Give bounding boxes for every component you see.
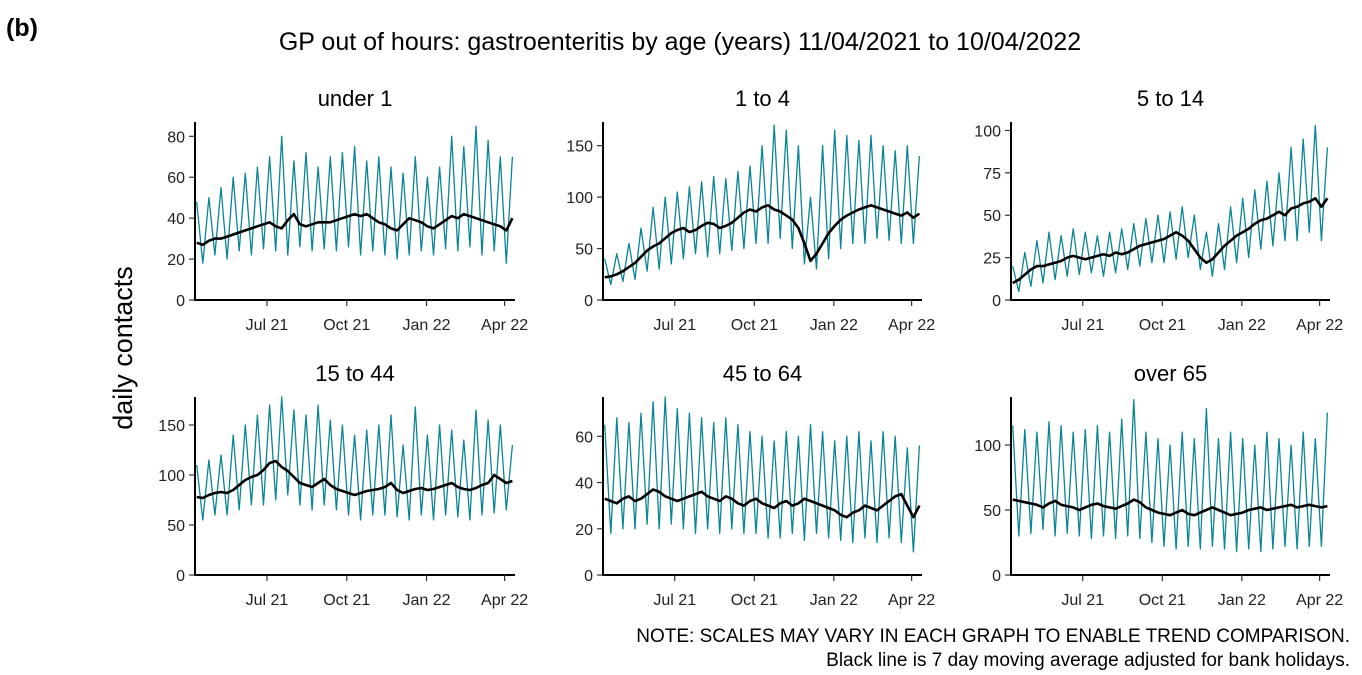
daily-line bbox=[604, 396, 921, 553]
x-tick-label: Jul 21 bbox=[246, 592, 289, 609]
x-tick-label: Jan 22 bbox=[810, 592, 858, 609]
y-tick-label: 50 bbox=[167, 518, 185, 535]
y-tick-label: 60 bbox=[575, 429, 593, 446]
x-tick-label: Jan 22 bbox=[1218, 592, 1266, 609]
x-tick-label: Oct 21 bbox=[323, 317, 370, 334]
note: NOTE: SCALES MAY VARY IN EACH GRAPH TO E… bbox=[636, 626, 1350, 647]
y-tick-label: 20 bbox=[575, 522, 593, 539]
x-tick-label: Jan 22 bbox=[810, 317, 858, 334]
x-tick-label: Jan 22 bbox=[1218, 317, 1266, 334]
average-line bbox=[604, 204, 921, 279]
average-line bbox=[196, 212, 514, 247]
panel: under 1 0 20 40 60 80 Jul 21 Oct 21 Jan 22 Apr 22 bbox=[167, 86, 528, 334]
y-tick-label: 0 bbox=[584, 293, 593, 310]
x-tick-label: Oct 21 bbox=[323, 592, 370, 609]
x-tick-label: Apr 22 bbox=[888, 592, 935, 609]
x-tick-label: Jan 22 bbox=[403, 592, 451, 609]
panel: 15 to 44 0 50 100 150 Jul 21 Oct 21 Jan 22 Apr 2… bbox=[158, 361, 528, 609]
y-tick-label: 75 bbox=[983, 166, 1001, 183]
panel-title: 15 to 44 bbox=[315, 361, 395, 386]
x-tick-label: Apr 22 bbox=[481, 317, 528, 334]
x-tick-label: Oct 21 bbox=[731, 592, 778, 609]
panel: 5 to 14 0 25 50 75 100 Jul 21 Oct 21 Jan 22 Apr 2… bbox=[974, 86, 1343, 334]
x-tick-label: Apr 22 bbox=[1296, 317, 1343, 334]
x-tick-label: Oct 21 bbox=[1139, 317, 1186, 334]
x-tick-label: Apr 22 bbox=[481, 592, 528, 609]
daily-line bbox=[1012, 398, 1329, 553]
average-line bbox=[1012, 498, 1328, 517]
panel-title: under 1 bbox=[318, 86, 393, 111]
y-tick-label: 150 bbox=[158, 418, 185, 435]
x-tick-label: Jul 21 bbox=[653, 317, 696, 334]
x-tick-label: Jul 21 bbox=[1061, 592, 1104, 609]
x-tick-label: Apr 22 bbox=[1296, 592, 1343, 609]
y-tick-label: 150 bbox=[566, 139, 593, 156]
panel-title: 45 to 64 bbox=[723, 361, 803, 386]
y-tick-label: 25 bbox=[983, 251, 1001, 268]
daily-line bbox=[1012, 124, 1329, 293]
y-tick-label: 50 bbox=[983, 208, 1001, 225]
x-tick-label: Oct 21 bbox=[731, 317, 778, 334]
daily-line bbox=[196, 396, 514, 521]
y-tick-label: 100 bbox=[566, 190, 593, 207]
x-tick-label: Oct 21 bbox=[1139, 592, 1186, 609]
x-tick-label: Jul 21 bbox=[653, 592, 696, 609]
panel: 45 to 64 0 20 40 60 Jul 21 Oct 21 Jan 22 Apr 22 bbox=[575, 361, 935, 609]
y-tick-label: 80 bbox=[167, 129, 185, 146]
x-tick-label: Jul 21 bbox=[1061, 317, 1104, 334]
y-tick-label: 20 bbox=[167, 252, 185, 269]
panel-title: over 65 bbox=[1134, 361, 1207, 386]
y-tick-label: 40 bbox=[575, 476, 593, 493]
panel-label: (b) bbox=[6, 14, 38, 42]
y-tick-label: 60 bbox=[167, 170, 185, 187]
chart-title: GP out of hours: gastroenteritis by age … bbox=[279, 28, 1081, 56]
average-line bbox=[604, 488, 921, 519]
y-tick-label: 40 bbox=[167, 211, 185, 228]
y-tick-label: 0 bbox=[176, 568, 185, 585]
y-tick-label: 0 bbox=[176, 293, 185, 310]
y-tick-label: 100 bbox=[974, 123, 1001, 140]
y-tick-label: 50 bbox=[575, 242, 593, 259]
panel-title: 1 to 4 bbox=[735, 86, 790, 111]
y-tick-label: 0 bbox=[584, 568, 593, 585]
x-tick-label: Jan 22 bbox=[403, 317, 451, 334]
y-axis-label: daily contacts bbox=[108, 266, 138, 430]
note: Black line is 7 day moving average adjus… bbox=[826, 650, 1350, 671]
daily-line bbox=[196, 125, 514, 264]
panel: 1 to 4 0 50 100 150 Jul 21 Oct 21 Jan 22 Apr 22 bbox=[566, 86, 935, 334]
y-tick-label: 50 bbox=[983, 503, 1001, 520]
y-tick-label: 100 bbox=[158, 468, 185, 485]
panel-title: 5 to 14 bbox=[1137, 86, 1204, 111]
y-tick-label: 100 bbox=[974, 438, 1001, 455]
y-tick-label: 0 bbox=[992, 568, 1001, 585]
average-line bbox=[1012, 197, 1329, 285]
average-line bbox=[196, 459, 513, 500]
panel: over 65 0 50 100 Jul 21 Oct 21 Jan 22 Apr 22 bbox=[974, 361, 1343, 609]
y-tick-label: 0 bbox=[992, 293, 1001, 310]
x-tick-label: Jul 21 bbox=[246, 317, 289, 334]
x-tick-label: Apr 22 bbox=[888, 317, 935, 334]
